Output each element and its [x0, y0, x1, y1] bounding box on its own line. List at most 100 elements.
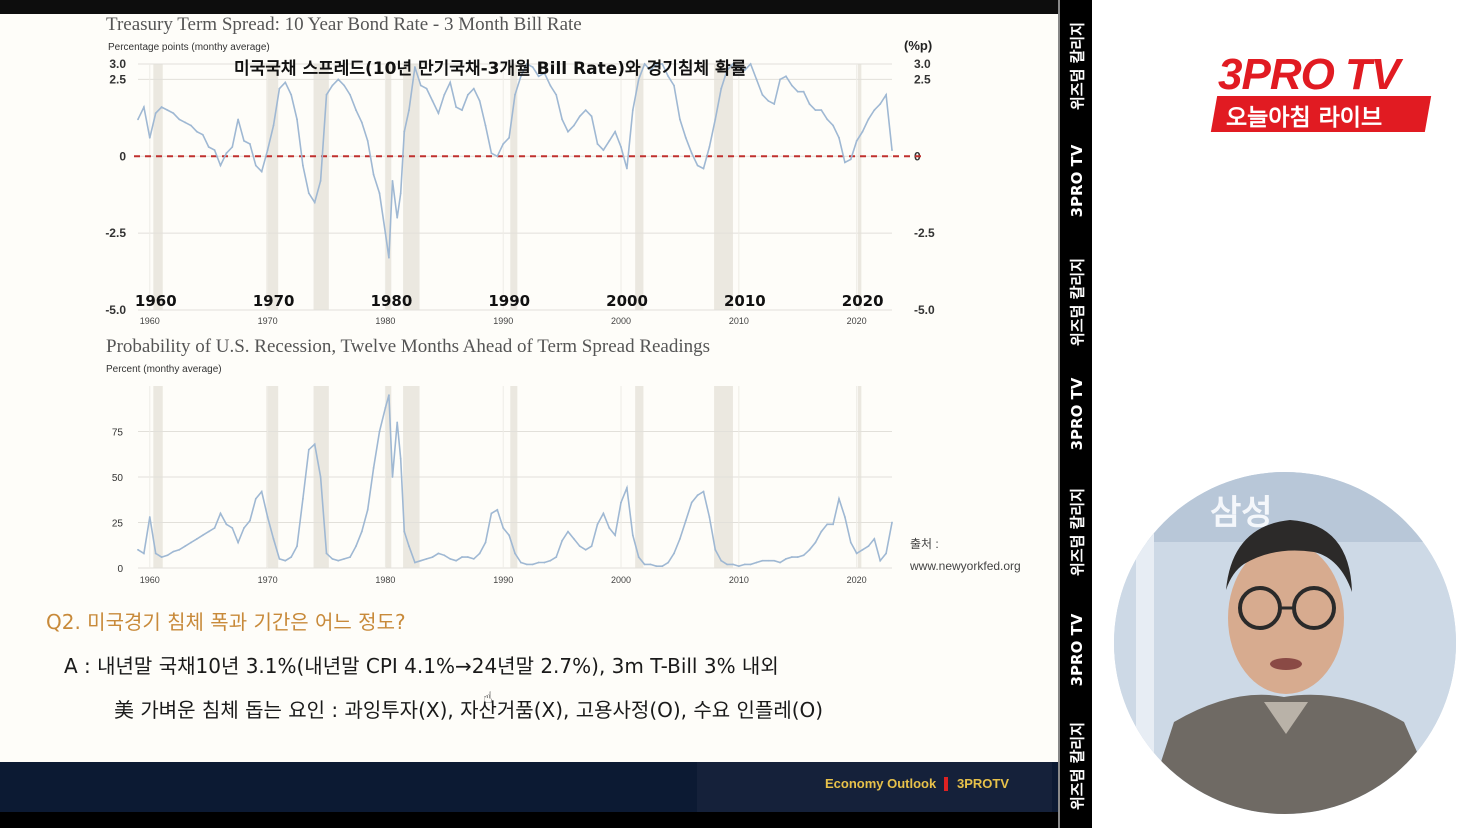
data-point [714, 548, 717, 551]
data-point [708, 146, 711, 148]
y-tick-label-right: 3.0 [914, 57, 931, 71]
y-tick-label-right: 2.5 [914, 72, 931, 86]
data-point [254, 164, 257, 167]
data-point [732, 563, 734, 566]
y-tick-label: 25 [112, 519, 124, 530]
data-point [207, 530, 210, 533]
data-point [148, 136, 151, 139]
sidebar-text: 위즈덤 칼리지 [1068, 487, 1087, 577]
x-tick-label: 2000 [611, 575, 631, 585]
data-point [578, 545, 581, 548]
data-point [419, 84, 422, 87]
data-point [802, 554, 805, 557]
data-point [578, 115, 581, 118]
data-point [413, 561, 416, 564]
data-point [154, 552, 157, 555]
data-point [584, 109, 587, 112]
x-tick-label: 1970 [258, 316, 278, 326]
source-label: 출처 : [910, 537, 939, 551]
data-point [349, 556, 351, 558]
data-point [708, 516, 711, 518]
data-point [313, 443, 316, 446]
presenter-camera: 삼성 [1114, 472, 1456, 814]
data-point [631, 109, 634, 112]
data-point [826, 118, 829, 121]
data-point [319, 476, 322, 478]
x-tick-label: 1980 [375, 316, 395, 326]
data-point [620, 146, 622, 148]
x-tick-label: 2010 [729, 316, 749, 326]
data-point [290, 556, 293, 558]
data-point [684, 136, 687, 139]
data-point [243, 527, 245, 529]
data-point [478, 552, 481, 555]
data-point [602, 149, 605, 152]
data-point [849, 158, 852, 161]
data-point [531, 66, 534, 68]
data-point [196, 130, 198, 133]
data-point [496, 155, 499, 158]
data-point [249, 519, 251, 522]
data-point [307, 448, 310, 451]
x-tick-label-large: 2000 [606, 292, 648, 310]
recession-band [857, 64, 862, 310]
data-point [637, 78, 640, 81]
data-point [266, 516, 269, 518]
data-point [790, 556, 793, 558]
data-point [832, 124, 834, 127]
data-point [461, 109, 463, 112]
footer-3protv: 3PROTV [957, 776, 1010, 791]
sidebar-text: 위즈덤 칼리지 [1068, 721, 1087, 811]
x-tick-label-large: 2020 [842, 292, 884, 310]
data-point [879, 103, 882, 105]
data-point [396, 216, 399, 219]
data-point [761, 93, 764, 96]
data-point [437, 112, 440, 115]
data-point [626, 487, 628, 489]
sidebar-text: 3PRO TV [1068, 144, 1086, 218]
data-point [649, 69, 652, 72]
data-point [449, 558, 452, 560]
data-point [190, 541, 192, 544]
data-point [773, 103, 776, 105]
y-tick-label-right: -2.5 [914, 226, 935, 240]
sidebar-text: 위즈덤 칼리지 [1068, 21, 1087, 111]
data-point [608, 527, 611, 529]
data-point [343, 558, 346, 560]
footer-divider [944, 777, 948, 791]
data-point [673, 552, 675, 555]
data-point [820, 109, 823, 112]
spread-unit-label: (%p) [904, 38, 933, 53]
data-point [278, 558, 281, 560]
data-point [838, 136, 840, 139]
data-point [755, 78, 758, 81]
x-tick-label: 1990 [493, 316, 513, 326]
data-point [873, 109, 876, 112]
data-point [142, 552, 145, 555]
data-point [684, 519, 687, 522]
data-point [885, 552, 888, 555]
data-point [679, 118, 681, 121]
data-point [472, 87, 475, 90]
spread-chart-title: Treasury Term Spread: 10 Year Bond Rate … [106, 14, 582, 35]
data-point [388, 256, 390, 259]
data-point [243, 139, 245, 142]
data-point [260, 170, 263, 173]
data-point [160, 106, 163, 108]
answer-line-1: A : 내년말 국채10년 3.1%(내년말 CPI 4.1%→24년말 2.7… [64, 654, 779, 678]
data-point [490, 512, 493, 515]
data-point [667, 75, 670, 78]
data-point [514, 552, 516, 555]
data-point [561, 539, 564, 542]
presenter-image: 삼성 [1114, 472, 1456, 814]
data-point [796, 90, 799, 93]
data-point [384, 232, 387, 235]
data-point [867, 118, 870, 121]
data-point [443, 93, 446, 96]
data-point [873, 537, 876, 540]
data-point [166, 109, 169, 112]
data-point [519, 561, 522, 564]
recession-band [510, 64, 518, 310]
data-point [325, 93, 328, 96]
data-point [225, 152, 228, 155]
